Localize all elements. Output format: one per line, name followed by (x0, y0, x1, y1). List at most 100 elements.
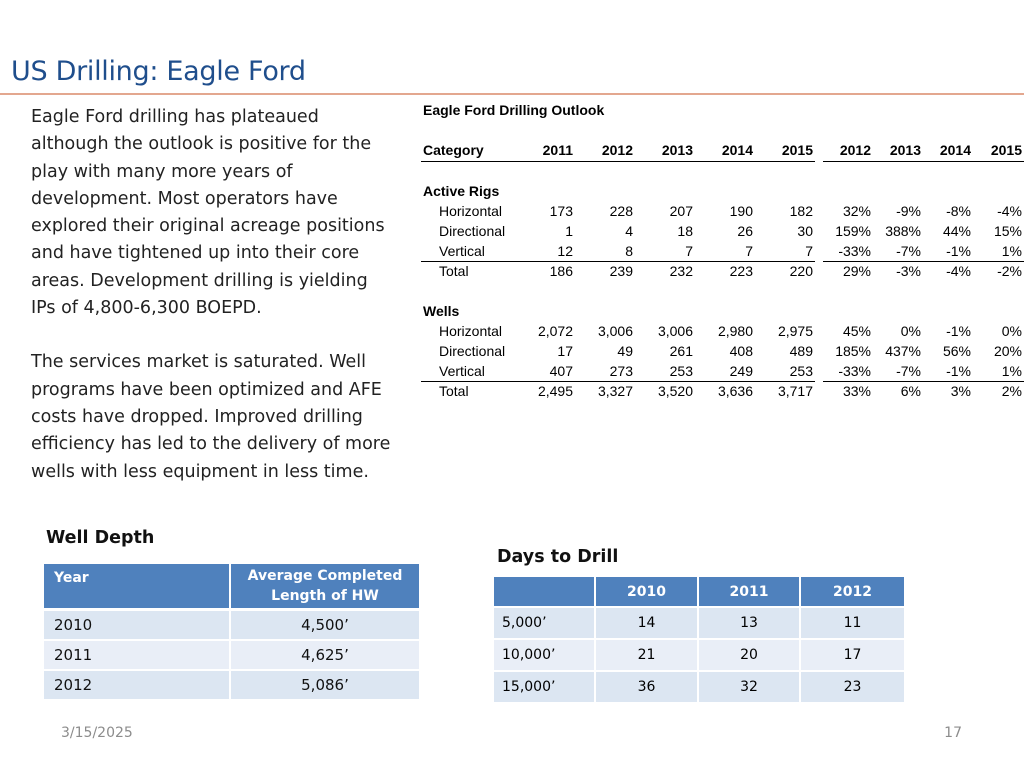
section-label: Active Rigs (423, 183, 500, 199)
table-cell: 173 (549, 203, 573, 219)
table-row: 5,000’ 14 13 11 (494, 608, 904, 640)
table-row: 2011 4,625’ (44, 641, 419, 671)
table-row: Horizontal 173 228 207 190 182 32% -9% -8% -4% (421, 201, 1024, 221)
table-row: Directional 1 4 18 26 30 159% 388% 44% 15% (421, 221, 1024, 241)
table-row: Vertical 12 8 7 7 7 -33% -7% -1% 1% (421, 241, 1024, 262)
table-cell: 13 (699, 608, 801, 640)
table-cell: 26 (737, 223, 753, 239)
table-cell: 14 (596, 608, 699, 640)
table-cell: 3,717 (777, 383, 813, 400)
spacer-row (421, 281, 1024, 301)
paragraph-services: The services market is saturated. Well p… (31, 352, 391, 482)
table-cell: -4% (946, 263, 971, 280)
paragraph-plateau: Eagle Ford drilling has plateaued althou… (31, 107, 385, 319)
table-cell: 2,072 (537, 323, 573, 339)
table-row: 2010 4,500’ (44, 611, 419, 641)
table-cell: 7 (635, 241, 695, 262)
table-cell: 249 (695, 361, 755, 382)
row-label: Horizontal (439, 203, 503, 219)
table-cell: 407 (517, 361, 575, 382)
body-text: Eagle Ford drilling has plateaued althou… (31, 104, 391, 513)
row-label: Horizontal (439, 323, 503, 339)
table-cell: 190 (729, 203, 753, 219)
table-cell: -1% (946, 323, 971, 339)
table-cell: 182 (789, 203, 813, 219)
table-cell: 11 (801, 608, 904, 640)
column-header: 2013 (635, 140, 695, 162)
table-cell: -33% (823, 241, 873, 262)
outlook-header-row: Category 2011 2012 2013 2014 2015 2012 2013 2014… (421, 140, 1024, 162)
table-cell: -33% (823, 361, 873, 382)
section-label: Wells (423, 303, 460, 319)
column-gap (815, 241, 823, 261)
table-cell: -7% (873, 361, 923, 382)
table-cell: 32 (699, 672, 801, 704)
row-label: Total (439, 383, 469, 400)
column-gap (815, 381, 823, 401)
days-header-2010: 2010 (596, 577, 699, 608)
table-cell: 15% (993, 223, 1022, 239)
table-row: 2012 5,086’ (44, 671, 419, 701)
table-row: 15,000’ 36 32 23 (494, 672, 904, 704)
table-cell: 3% (950, 383, 971, 400)
column-gap (815, 341, 823, 361)
well-depth-header-year: Year (44, 564, 231, 611)
table-cell: 44% (942, 223, 971, 239)
column-header: 2013 (873, 140, 923, 162)
column-gap (815, 140, 823, 161)
column-header: 2015 (973, 140, 1024, 162)
table-cell: 239 (609, 263, 633, 280)
table-cell: 8 (575, 241, 635, 262)
table-cell: -2% (997, 263, 1022, 280)
table-cell: 17 (801, 640, 904, 672)
table-cell: 23 (801, 672, 904, 704)
table-row: Total 2,495 3,327 3,520 3,636 3,717 33% 6% 3% 2% (421, 381, 1024, 401)
well-depth-header-length: Average Completed Length of HW (231, 564, 419, 611)
table-cell: 408 (729, 343, 753, 359)
table-cell: 253 (755, 361, 815, 382)
slide-title: US Drilling: Eagle Ford (11, 56, 306, 87)
row-label: Vertical (421, 241, 517, 262)
table-cell: 49 (617, 343, 633, 359)
column-header: 2012 (575, 140, 635, 162)
table-cell: -4% (997, 203, 1022, 219)
well-depth-table: Year Average Completed Length of HW 2010… (44, 564, 419, 701)
table-cell: 489 (789, 343, 813, 359)
table-cell: 2010 (44, 611, 231, 641)
section-row: Active Rigs (421, 181, 1024, 201)
table-cell: 2,495 (537, 383, 573, 400)
table-cell: 17 (557, 343, 573, 359)
table-cell: 4,625’ (231, 641, 419, 671)
column-header: 2014 (695, 140, 755, 162)
footer-date: 3/15/2025 (61, 725, 133, 741)
table-cell: 6% (900, 383, 921, 400)
table-cell: 159% (835, 223, 871, 239)
days-header-blank (494, 577, 596, 608)
table-cell: 253 (635, 361, 695, 382)
table-row: Total 186 239 232 223 220 29% -3% -4% -2% (421, 261, 1024, 281)
table-cell: 220 (789, 263, 813, 280)
table-cell: 1 (565, 223, 573, 239)
table-cell: 56% (942, 343, 971, 359)
table-cell: 15,000’ (494, 672, 596, 704)
column-header: 2015 (755, 140, 815, 162)
table-cell: -8% (946, 203, 971, 219)
column-header: 2014 (923, 140, 973, 162)
table-cell: 2,980 (717, 323, 753, 339)
days-header-2011: 2011 (699, 577, 801, 608)
row-label: Total (439, 263, 469, 280)
table-cell: -3% (896, 263, 921, 280)
table-row: Horizontal 2,072 3,006 3,006 2,980 2,975 45% 0%… (421, 321, 1024, 341)
spacer-cell (421, 281, 1024, 301)
table-cell: 437% (885, 343, 921, 359)
table-cell: 2011 (44, 641, 231, 671)
row-label: Directional (439, 223, 506, 239)
table-cell: 36 (596, 672, 699, 704)
table-cell: 10,000’ (494, 640, 596, 672)
table-cell: 4 (625, 223, 633, 239)
table-cell: 0% (900, 323, 921, 339)
table-cell: 4,500’ (231, 611, 419, 641)
table-cell: 388% (885, 223, 921, 239)
table-cell: 3,636 (717, 383, 753, 400)
table-row: Directional 17 49 261 408 489 185% 437% 56% 20% (421, 341, 1024, 361)
